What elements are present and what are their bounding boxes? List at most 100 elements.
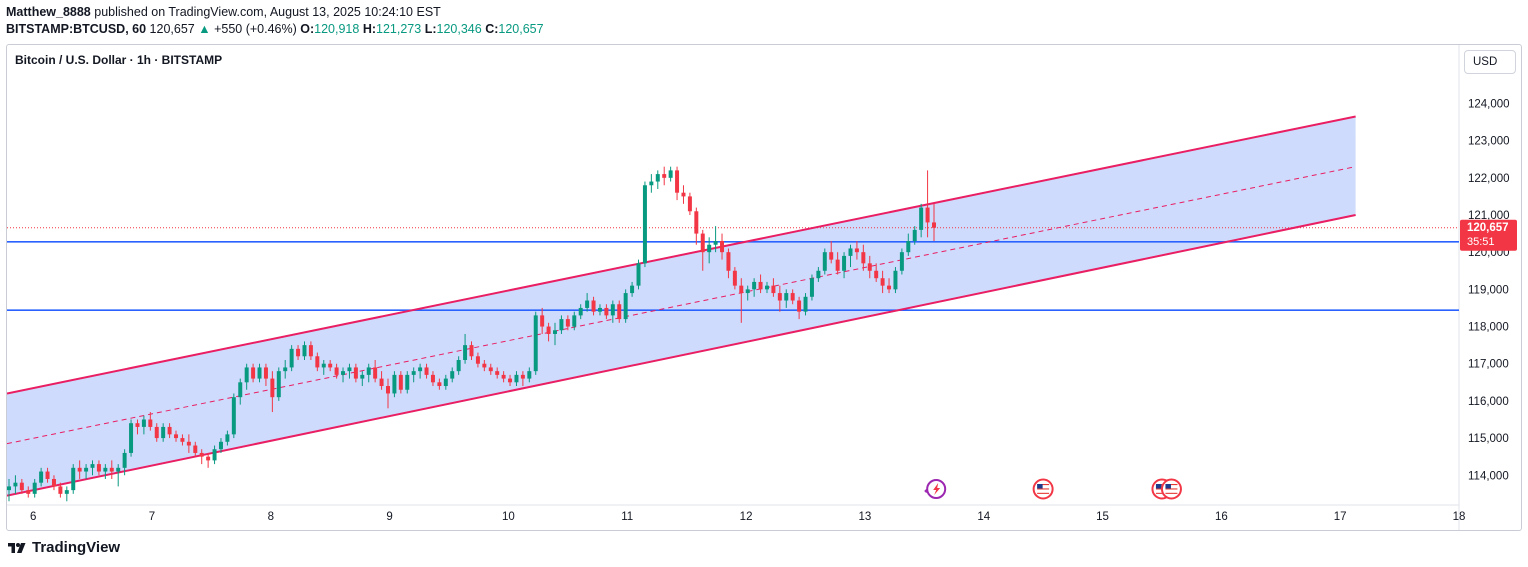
candle[interactable] xyxy=(919,203,924,238)
candle[interactable] xyxy=(186,434,191,453)
candle[interactable] xyxy=(546,322,551,342)
candle[interactable] xyxy=(315,352,320,372)
candle[interactable] xyxy=(636,259,641,290)
candle[interactable] xyxy=(7,478,11,502)
candle[interactable] xyxy=(116,464,121,487)
candle[interactable] xyxy=(103,464,108,479)
candle[interactable] xyxy=(437,378,442,390)
candle[interactable] xyxy=(610,300,615,323)
candle[interactable] xyxy=(463,333,468,364)
candle[interactable] xyxy=(13,475,18,494)
candle[interactable] xyxy=(553,322,557,346)
candle[interactable] xyxy=(604,304,609,320)
candle[interactable] xyxy=(379,371,384,390)
candle[interactable] xyxy=(475,352,480,368)
candle[interactable] xyxy=(771,278,776,297)
candle[interactable] xyxy=(19,478,24,494)
candle[interactable] xyxy=(392,371,397,398)
tradingview-footer[interactable]: TradingView xyxy=(6,539,120,556)
candle[interactable] xyxy=(199,449,204,465)
candle[interactable] xyxy=(559,315,564,334)
candle[interactable] xyxy=(45,467,50,483)
candle[interactable] xyxy=(321,360,326,375)
candle[interactable] xyxy=(617,300,622,323)
candle[interactable] xyxy=(668,166,673,182)
candle[interactable] xyxy=(784,289,789,308)
candle[interactable] xyxy=(32,478,37,498)
candle[interactable] xyxy=(527,367,532,383)
candle[interactable] xyxy=(218,438,223,453)
candle[interactable] xyxy=(276,367,281,401)
candle[interactable] xyxy=(193,441,198,457)
candle[interactable] xyxy=(848,244,853,268)
candle[interactable] xyxy=(732,267,737,290)
candle[interactable] xyxy=(39,467,44,487)
candle[interactable] xyxy=(386,378,390,409)
candle[interactable] xyxy=(514,371,519,387)
candle[interactable] xyxy=(630,281,635,297)
earnings-bolt-icon[interactable] xyxy=(924,479,947,499)
candle[interactable] xyxy=(180,434,185,446)
candle[interactable] xyxy=(597,304,602,316)
candle[interactable] xyxy=(238,378,243,405)
channel-lower-line[interactable] xyxy=(7,214,1356,497)
candle[interactable] xyxy=(135,419,140,435)
candle[interactable] xyxy=(720,233,725,260)
candle[interactable] xyxy=(906,233,911,256)
candle[interactable] xyxy=(912,226,917,245)
candle[interactable] xyxy=(899,248,904,275)
candle[interactable] xyxy=(649,174,654,193)
candle[interactable] xyxy=(302,341,307,360)
channel-mid-line[interactable] xyxy=(7,166,1356,445)
candle[interactable] xyxy=(225,430,230,446)
candle[interactable] xyxy=(809,274,814,301)
candle[interactable] xyxy=(456,356,461,375)
us-flag-icon[interactable] xyxy=(1160,478,1182,500)
candle[interactable] xyxy=(572,311,577,331)
candle[interactable] xyxy=(283,360,288,379)
candle[interactable] xyxy=(681,185,686,204)
candle[interactable] xyxy=(443,374,448,390)
candle[interactable] xyxy=(675,166,680,201)
candle[interactable] xyxy=(861,244,866,271)
candle[interactable] xyxy=(90,460,95,476)
candle[interactable] xyxy=(366,363,371,383)
candle[interactable] xyxy=(764,281,769,294)
candle[interactable] xyxy=(887,278,892,294)
candle[interactable] xyxy=(398,371,403,394)
candle[interactable] xyxy=(418,363,423,379)
candle[interactable] xyxy=(623,289,628,323)
candle[interactable] xyxy=(932,203,936,242)
us-flag-icon[interactable] xyxy=(1032,478,1054,500)
candle[interactable] xyxy=(289,345,294,372)
candle[interactable] xyxy=(565,315,570,331)
candle[interactable] xyxy=(64,486,69,502)
candle[interactable] xyxy=(745,285,750,301)
candle[interactable] xyxy=(925,170,930,238)
candle[interactable] xyxy=(51,475,56,491)
author-name[interactable]: Matthew_8888 xyxy=(6,5,91,19)
candle[interactable] xyxy=(726,248,731,279)
candle[interactable] xyxy=(854,241,859,260)
candle[interactable] xyxy=(752,278,757,297)
candle[interactable] xyxy=(790,289,795,305)
candle[interactable] xyxy=(880,270,885,294)
candle[interactable] xyxy=(893,267,898,294)
candle[interactable] xyxy=(129,419,134,457)
candle[interactable] xyxy=(739,278,744,323)
candle[interactable] xyxy=(77,460,82,479)
candle[interactable] xyxy=(707,237,712,264)
candle[interactable] xyxy=(488,363,493,375)
candle[interactable] xyxy=(482,360,487,372)
candle[interactable] xyxy=(341,367,346,383)
candle[interactable] xyxy=(469,341,474,360)
candle[interactable] xyxy=(405,371,410,394)
candle[interactable] xyxy=(360,371,365,387)
candle[interactable] xyxy=(148,412,153,431)
candle[interactable] xyxy=(26,486,31,498)
candle[interactable] xyxy=(508,374,513,387)
candle[interactable] xyxy=(263,363,268,387)
candle[interactable] xyxy=(694,207,699,245)
candle[interactable] xyxy=(533,311,538,375)
candle[interactable] xyxy=(206,452,211,468)
